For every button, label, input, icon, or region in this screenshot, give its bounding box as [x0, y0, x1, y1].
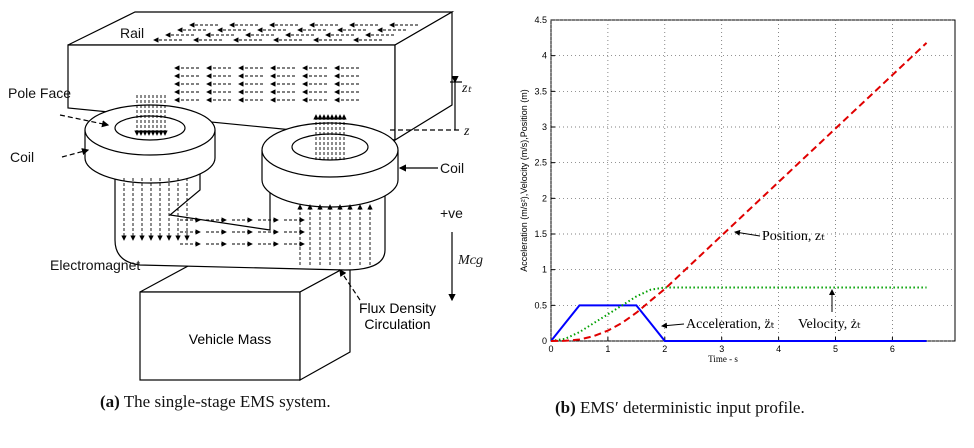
y-tick-label: 0	[542, 336, 547, 346]
y-tick-label: 4.5	[534, 15, 547, 25]
series-line	[550, 42, 928, 342]
y-tick-label: 1.5	[534, 229, 547, 239]
x-tick-label: 3	[719, 344, 724, 354]
annotation: Velocity, żₜ	[798, 317, 861, 332]
caption: (b) EMS′ deterministic input profile.	[555, 392, 927, 424]
x-tick-label: 0	[548, 344, 553, 354]
diagram	[59, 10, 462, 382]
x-tick-label: 2	[662, 344, 667, 354]
pointer	[61, 148, 90, 158]
label: Coil	[10, 149, 34, 165]
annotation-arrow	[734, 229, 761, 237]
annotation-arrow	[661, 322, 685, 329]
label: zₜ	[461, 81, 472, 96]
pointer	[339, 269, 361, 301]
caption-text: EMS′ deterministic input profile.	[580, 398, 805, 417]
y-tick-label: 2	[542, 193, 547, 203]
x-tick-label: 6	[890, 344, 895, 354]
y-tick-label: 1	[542, 265, 547, 275]
label: Mᴄg	[457, 253, 483, 268]
annotation: Acceleration, z̈ₜ	[686, 317, 775, 332]
left-pole	[114, 115, 186, 141]
caption-text: The single-stage EMS system.	[123, 392, 331, 411]
vehicle-side	[299, 263, 351, 382]
label-box: Vehicle Mass	[188, 331, 272, 347]
y-tick-label: 3	[542, 122, 547, 132]
x-tick-label: 4	[776, 344, 781, 354]
label: Pole Face	[8, 85, 71, 101]
x-axis-label: Time - s	[708, 354, 738, 364]
x-tick-label: 1	[605, 344, 610, 354]
series-line	[550, 304, 927, 342]
y-tick-label: 0.5	[534, 300, 547, 310]
flux-arrows	[121, 22, 418, 265]
label: Vehicle Mass	[188, 331, 272, 347]
figure: Rail zₜ z Pole Face Coil Coil +ve Mᴄg El…	[8, 10, 956, 382]
right-pole	[291, 133, 369, 161]
caption-label: (b)	[555, 398, 576, 417]
y-tick-label: 4	[542, 51, 547, 61]
caption: (a) The single-stage EMS system.	[100, 392, 331, 412]
label: z	[463, 124, 470, 139]
y-axis-label: Acceleration (m/s²),Velocity (m/s),Posit…	[519, 89, 529, 272]
chart: 0 0.5 1 1.5 2 2.5 3 3.5 4 4.5 0 1 2 3 4 5 6 Time - s Accel…	[519, 15, 956, 364]
caption-label: (a)	[100, 392, 120, 411]
pointer	[59, 114, 110, 128]
label: Flux Density Circulation	[358, 300, 437, 332]
annotation: Position, zₜ	[762, 229, 825, 244]
label: +ve	[440, 205, 463, 221]
y-tick-label: 2.5	[534, 158, 547, 168]
label: Rail	[120, 25, 144, 41]
label-box: Flux Density Circulation	[358, 300, 437, 332]
label: Pole Face	[8, 85, 71, 101]
label: Coil	[440, 160, 464, 176]
rail-side	[394, 10, 453, 142]
plot-area	[550, 19, 956, 342]
label: Electromagnet	[50, 257, 140, 273]
x-tick-label: 5	[833, 344, 838, 354]
y-tick-label: 3.5	[534, 86, 547, 96]
series-line	[550, 286, 927, 342]
